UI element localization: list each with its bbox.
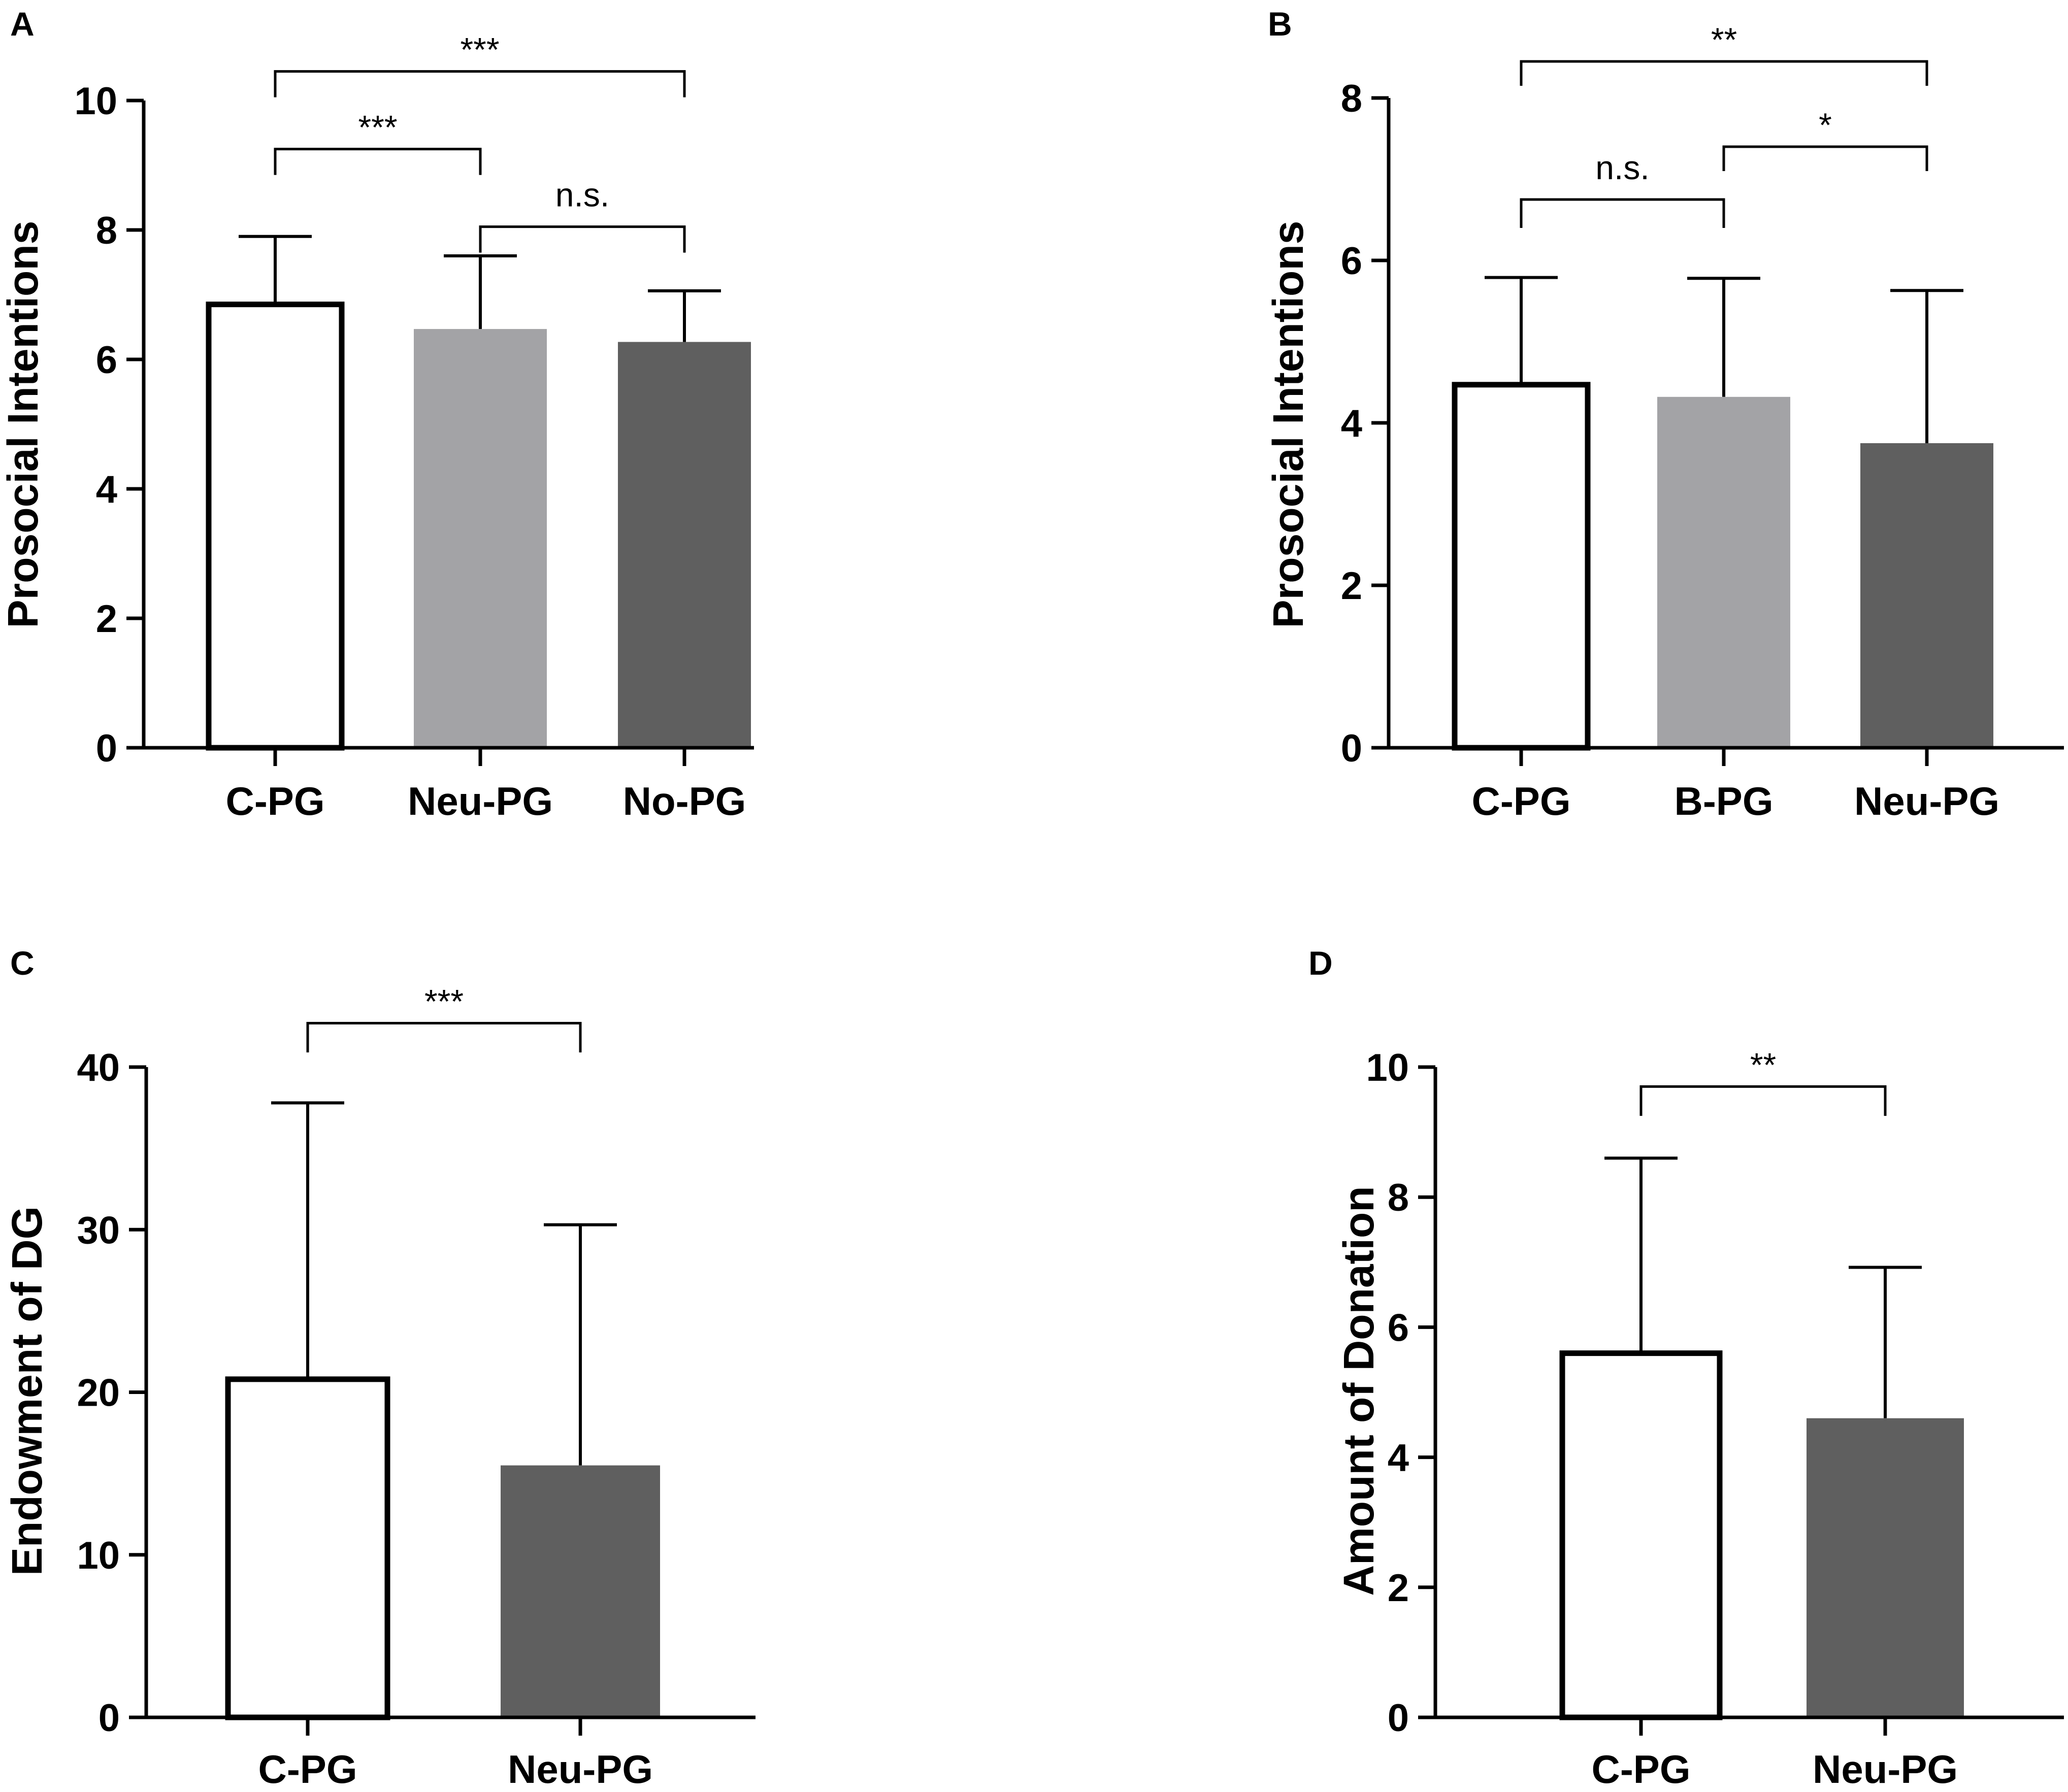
panel-a-significance-bracket-1	[274, 148, 482, 175]
panel-c-y-tick-label: 0	[99, 1697, 120, 1740]
panel-d-bar-neu-pg	[1807, 1418, 1964, 1717]
panel-d-significance-bracket-0	[1639, 1085, 1887, 1116]
panel-b-y-tick-label: 0	[1341, 727, 1362, 770]
panel-a-y-tick-label: 8	[96, 209, 117, 252]
panel-c-bar-c-pg	[225, 1376, 390, 1720]
panel-d-category-label-c-pg: C-PG	[1592, 1747, 1691, 1791]
panel-a-letter: A	[10, 5, 35, 43]
panel-a-y-tick-label: 2	[96, 598, 117, 641]
panel-d-letter: D	[1308, 944, 1333, 982]
panel-a-significance-label-0: ***	[460, 31, 499, 69]
panel-c-category-label-neu-pg: Neu-PG	[508, 1747, 653, 1791]
panel-b-significance-label-2: n.s.	[1595, 149, 1649, 186]
panel-c-bar-neu-pg	[501, 1465, 660, 1717]
panel-d-significance-label-0: **	[1750, 1046, 1776, 1083]
panel-a-significance-label-2: n.s.	[555, 176, 609, 214]
panel-c-y-tick-label: 40	[77, 1046, 120, 1089]
panel-b-significance-bracket-0	[1520, 60, 1928, 86]
panel-a-category-label-neu-pg: Neu-PG	[408, 779, 553, 823]
panel-b-category-label-c-pg: C-PG	[1472, 779, 1571, 823]
panel-a-y-tick-label: 0	[96, 727, 117, 770]
panel-a-y-tick-label: 6	[96, 339, 117, 382]
panel-d-bar-c-pg	[1559, 1350, 1723, 1720]
panel-c-y-tick-label: 20	[77, 1372, 120, 1415]
panel-c-significance-bracket-0	[306, 1022, 582, 1053]
panel-c-y-tick-label: 10	[77, 1534, 120, 1577]
panel-a-significance-label-1: ***	[358, 109, 397, 146]
panel-b-y-tick-label: 4	[1341, 402, 1362, 445]
panel-b-letter: B	[1268, 5, 1292, 43]
panel-b-bar-c-pg	[1452, 382, 1591, 751]
panel-b-y-tick-label: 8	[1341, 77, 1362, 120]
panel-c-significance-label-0: ***	[424, 983, 464, 1020]
panel-b-significance-label-0: **	[1711, 21, 1737, 58]
panel-b-significance-bracket-1	[1722, 145, 1928, 171]
panel-a-significance-bracket-0	[274, 70, 686, 97]
panel-d-y-axis-label: Amount of Donation	[1335, 1186, 1383, 1596]
panel-d-y-tick-label: 2	[1388, 1567, 1409, 1610]
panel-a-y-axis-label: Prosocial Intentions	[0, 221, 47, 628]
panel-c-category-label-c-pg: C-PG	[258, 1747, 357, 1791]
panel-a-y-tick-label: 4	[96, 468, 117, 511]
panel-c-y-axis-label: Endowment of DG	[3, 1206, 51, 1576]
panel-b-category-label-b-pg: B-PG	[1675, 779, 1774, 823]
panel-b-bar-b-pg	[1657, 396, 1790, 748]
panel-d-y-tick-label: 8	[1388, 1176, 1409, 1219]
panel-a-category-label-c-pg: C-PG	[226, 779, 325, 823]
panel-c-y-tick-label: 30	[77, 1209, 120, 1252]
panel-c: C Endowment of DG 0 10 20 30 40 C-PG Neu-PG ***	[3, 944, 756, 1791]
panel-d-y-tick-label: 10	[1366, 1046, 1409, 1089]
panel-b-y-tick-label: 6	[1341, 240, 1362, 283]
panel-b-significance-label-1: *	[1819, 106, 1832, 144]
panel-a-significance-bracket-2	[479, 225, 686, 253]
panel-d-y-tick-label: 6	[1388, 1306, 1409, 1349]
panel-b-y-axis-label: Prosocial Intentions	[1264, 221, 1312, 628]
panel-b-significance-bracket-2	[1520, 198, 1725, 228]
panel-d-y-tick-label: 0	[1388, 1697, 1409, 1740]
panel-b-category-label-neu-pg: Neu-PG	[1854, 779, 1999, 823]
panel-d: D Amount of Donation 0 2 4 6 8 10 C-PG Neu-PG **	[1308, 944, 2064, 1791]
panel-c-letter: C	[10, 944, 35, 982]
panel-b-y-tick-label: 2	[1341, 565, 1362, 608]
panel-d-y-tick-label: 4	[1388, 1437, 1409, 1480]
panel-a: A Prosocial Intentions 0 2 4 6 8 10 C-PG Neu-PG No…	[0, 5, 754, 823]
panel-a-bar-no-pg	[618, 342, 751, 748]
panel-d-category-label-neu-pg: Neu-PG	[1813, 1747, 1958, 1791]
panel-a-category-label-no-pg: No-PG	[623, 779, 746, 823]
panel-a-bar-neu-pg	[414, 329, 547, 748]
panel-a-bar-c-pg	[206, 302, 345, 751]
panel-b-bar-neu-pg	[1860, 443, 1993, 748]
panel-a-y-tick-label: 10	[74, 80, 117, 123]
panel-b: B Prosocial Intentions 0 2 4 6 8 C-PG B-PG Neu-PG…	[1264, 5, 2064, 823]
